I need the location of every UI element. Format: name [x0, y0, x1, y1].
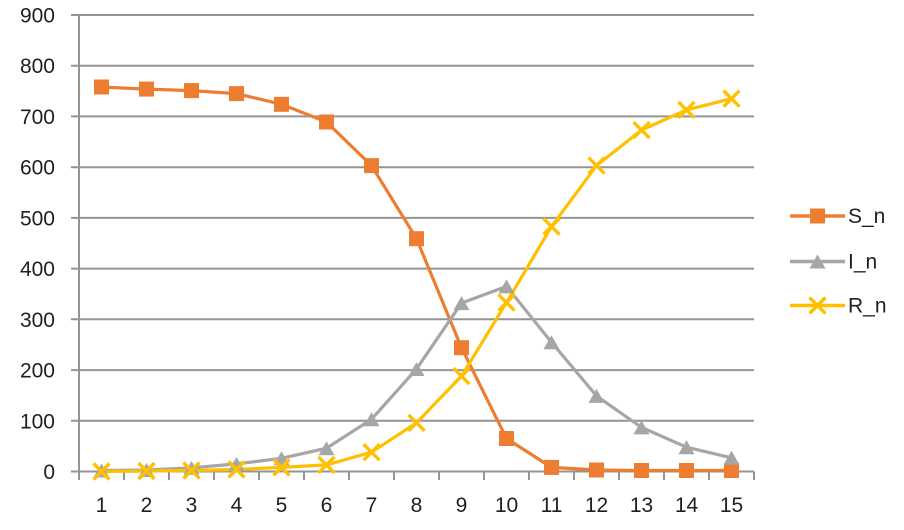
- svg-text:10: 10: [495, 494, 518, 517]
- svg-text:15: 15: [720, 494, 743, 517]
- svg-text:300: 300: [20, 309, 55, 332]
- svg-text:4: 4: [231, 494, 243, 517]
- svg-text:500: 500: [20, 207, 55, 230]
- svg-text:3: 3: [186, 494, 198, 517]
- svg-text:14: 14: [675, 494, 699, 517]
- svg-text:5: 5: [276, 494, 288, 517]
- svg-text:8: 8: [411, 494, 423, 517]
- svg-text:2: 2: [141, 494, 153, 517]
- svg-text:700: 700: [20, 106, 55, 129]
- svg-text:6: 6: [321, 494, 333, 517]
- svg-text:0: 0: [43, 461, 55, 484]
- svg-text:600: 600: [20, 157, 55, 180]
- svg-text:1: 1: [96, 494, 108, 517]
- svg-text:7: 7: [366, 494, 378, 517]
- svg-text:900: 900: [20, 5, 55, 28]
- svg-text:9: 9: [456, 494, 468, 517]
- svg-text:800: 800: [20, 55, 55, 78]
- svg-text:12: 12: [585, 494, 608, 517]
- svg-text:11: 11: [541, 494, 563, 517]
- svg-text:100: 100: [20, 410, 55, 433]
- svg-text:R_n: R_n: [848, 295, 887, 318]
- svg-text:S_n: S_n: [848, 205, 885, 228]
- svg-text:200: 200: [20, 360, 55, 383]
- svg-text:13: 13: [630, 494, 653, 517]
- svg-text:400: 400: [20, 258, 55, 281]
- svg-text:I_n: I_n: [848, 251, 877, 274]
